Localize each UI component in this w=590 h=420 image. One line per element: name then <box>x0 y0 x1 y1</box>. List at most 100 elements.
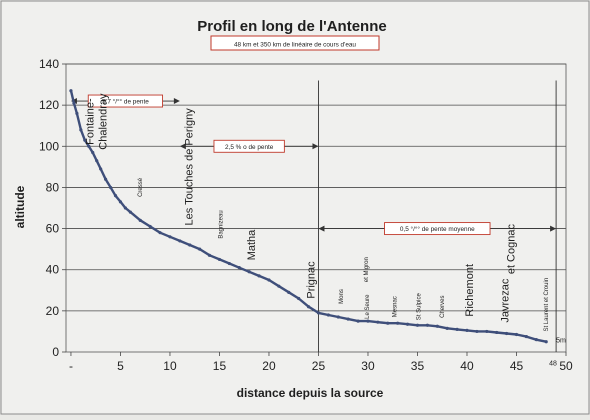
place-labels: Fontaine- Chalendray Cressé Les Touches de … <box>85 93 566 367</box>
profile-point <box>83 138 87 142</box>
profile-point <box>95 159 99 163</box>
profile-point <box>346 317 350 321</box>
x-tick-label: - <box>69 359 73 373</box>
profile-point <box>445 326 449 330</box>
profile-point <box>198 247 202 251</box>
profile-point <box>118 200 123 204</box>
profile-point <box>534 338 538 342</box>
place-label: Bagnizeau <box>218 210 224 238</box>
profile-point <box>87 144 91 148</box>
profile-point <box>75 111 79 115</box>
place-label: Fontaine- <box>85 98 97 145</box>
profile-point <box>104 177 108 181</box>
x-tick-label: 30 <box>361 359 375 373</box>
y-tick-label: 40 <box>46 263 60 277</box>
x-tick-label: 25 <box>312 359 326 373</box>
profile-point <box>128 210 132 214</box>
slope-annotations: 5,7 °/°° de pente 2,5 % o de pente 0,5 °/°… <box>70 80 557 352</box>
profile-point <box>425 323 429 327</box>
profile-point <box>123 206 128 210</box>
profile-point <box>495 330 499 335</box>
profile-point <box>69 89 73 93</box>
profile-point <box>99 167 103 171</box>
place-label: Matha <box>246 229 258 260</box>
profile-point <box>287 290 291 294</box>
y-tick-label: 80 <box>46 180 60 194</box>
profile-point <box>306 305 311 309</box>
y-tick-label: 20 <box>46 304 60 318</box>
profile-point <box>277 284 281 288</box>
profile-point <box>227 261 231 266</box>
profile-point <box>336 315 340 319</box>
profile-point <box>168 235 172 239</box>
profile-point <box>108 185 113 190</box>
profile-point <box>366 319 370 323</box>
place-label: Le Seure <box>365 294 371 319</box>
end-label: 48 <box>549 360 557 367</box>
profile-point <box>465 328 469 332</box>
profile-point <box>396 321 400 325</box>
place-label: Les Touches de Perigny <box>184 108 196 226</box>
y-tick-label: 100 <box>39 139 59 153</box>
x-tick-label: 15 <box>213 359 227 373</box>
x-axis-label: distance depuis la source <box>237 386 384 400</box>
profile-point <box>188 243 192 247</box>
profile-point <box>514 332 519 337</box>
profile-point <box>138 218 142 222</box>
y-tick-label: 140 <box>39 57 59 71</box>
y-tick-label: 60 <box>46 222 60 236</box>
profile-point <box>455 327 459 331</box>
profile-point <box>316 311 321 315</box>
slope-label: 2,5 % o de pente <box>225 144 274 151</box>
plot-frame <box>65 63 567 353</box>
profile-point <box>79 128 83 132</box>
slope-arrow-head-right <box>173 98 180 105</box>
profile-point <box>524 334 528 339</box>
profile-point <box>386 321 390 325</box>
profile-point <box>485 329 489 334</box>
place-label: Mons <box>339 289 345 304</box>
slope-label-box <box>87 94 164 108</box>
slope-label: 0,5 °/°° de pente moyenne <box>400 225 475 233</box>
profile-point <box>207 253 212 257</box>
place-label: et Migron <box>364 257 370 282</box>
profile-point <box>415 323 420 327</box>
chart-subtitle: 48 km et 350 km de linéaire de cours d'e… <box>234 42 356 49</box>
profile-point <box>544 340 548 344</box>
y-tick-label: 0 <box>52 345 59 359</box>
profile-point <box>91 150 95 155</box>
slope-label: 5,7 °/°° de pente <box>102 98 149 106</box>
slope-arrow-head-left <box>318 225 325 232</box>
profile-point <box>376 320 380 324</box>
profile-point <box>247 270 251 274</box>
place-label: Cressé <box>138 177 144 197</box>
profile-point <box>504 331 509 336</box>
profile-point <box>72 101 76 105</box>
chart-title: Profil en long de l'Antenne <box>197 18 386 35</box>
place-label: Cherves <box>440 296 446 318</box>
place-label: St Laurent et Crouin <box>544 278 550 332</box>
end-label: 5m <box>556 338 566 345</box>
x-tick-label: 50 <box>559 359 573 373</box>
x-tick-label: 45 <box>510 359 524 373</box>
profile-point <box>267 278 271 282</box>
x-tick-label: 35 <box>411 359 425 373</box>
slope-arrow-head-right <box>312 143 319 150</box>
place-label: Mesnac <box>393 296 399 317</box>
profile-point <box>405 322 410 326</box>
axes: 0 20 40 60 80 100 120 140 - 5 10 15 20 25 30 35 40 45 50 <box>39 57 573 373</box>
x-tick-label: 40 <box>460 359 474 373</box>
profile-point <box>257 274 261 278</box>
place-label: St Sulpice <box>417 293 423 321</box>
slope-label-box <box>384 222 491 236</box>
series-layer <box>69 89 548 344</box>
place-label: et Cognac <box>506 224 518 275</box>
place-label: Richemont <box>464 264 476 317</box>
place-label: Javrezac <box>500 278 512 323</box>
slope-arrow-head-left <box>179 143 186 150</box>
profile-point <box>237 266 241 270</box>
x-tick-label: 20 <box>262 359 276 373</box>
profile-point <box>326 313 330 317</box>
